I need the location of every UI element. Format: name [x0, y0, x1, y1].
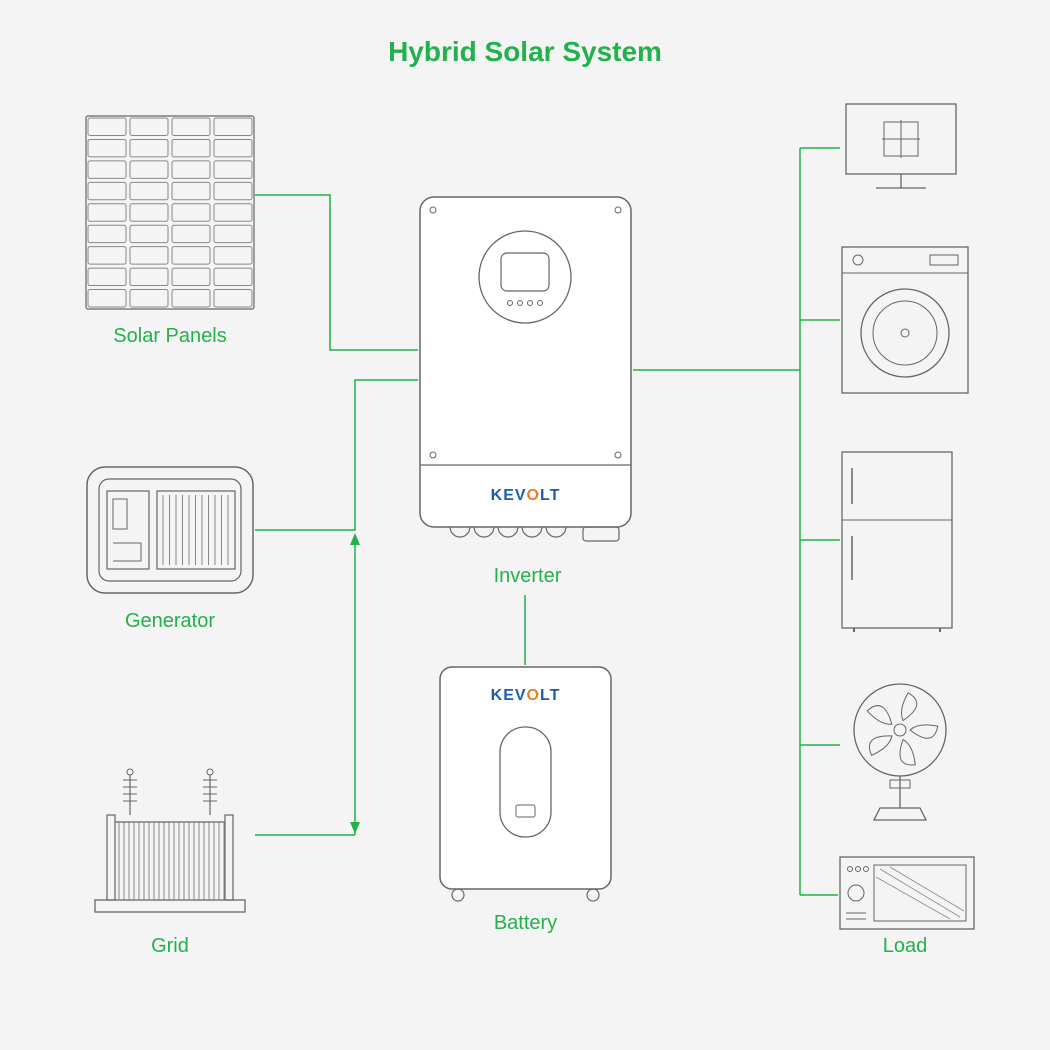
microwave-icon: [838, 855, 978, 935]
battery-label: Battery: [438, 912, 613, 935]
generator-icon: [85, 465, 255, 595]
brand-pre-2: KEV: [491, 687, 527, 704]
fridge-icon: [840, 450, 960, 635]
inverter-icon: KEVOLT: [418, 195, 633, 555]
generator-label: Generator: [85, 610, 255, 633]
inverter-brand: KEVOLT: [418, 487, 633, 505]
solar-panels-label: Solar Panels: [85, 325, 255, 348]
brand-pre: KEV: [491, 487, 527, 504]
load-label: Load: [840, 935, 970, 958]
fan-icon: [840, 680, 960, 825]
monitor-icon: [840, 100, 970, 200]
brand-mid-2: O: [527, 687, 540, 704]
grid-icon: [85, 760, 255, 920]
solar-panels-icon: [85, 115, 255, 310]
brand-post: LT: [540, 487, 560, 504]
grid-label: Grid: [85, 935, 255, 958]
brand-post-2: LT: [540, 687, 560, 704]
battery-icon: KEVOLT: [438, 665, 613, 905]
inverter-label: Inverter: [420, 565, 635, 588]
washer-icon: [840, 245, 970, 395]
brand-mid: O: [527, 487, 540, 504]
battery-brand: KEVOLT: [438, 687, 613, 705]
